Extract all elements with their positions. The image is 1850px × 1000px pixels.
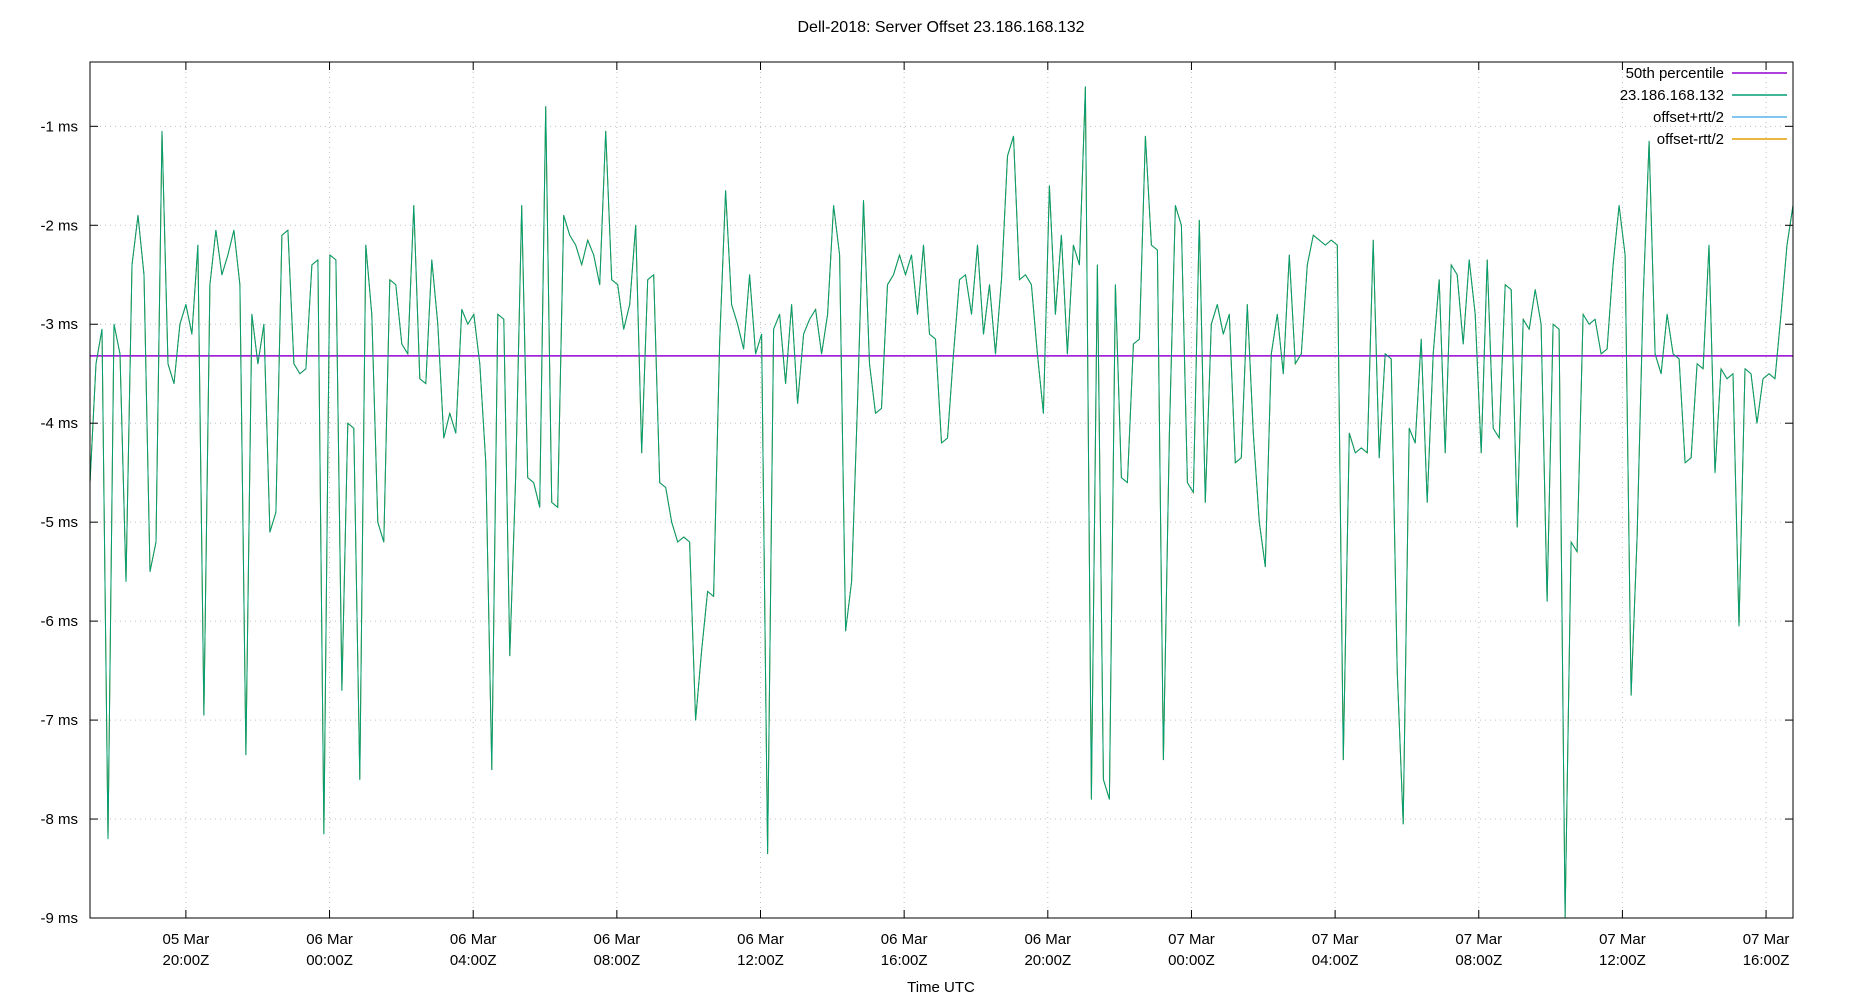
x-tick-label-time: 12:00Z: [1599, 952, 1646, 969]
x-tick-label-date: 06 Mar: [594, 931, 641, 948]
x-tick-label-date: 06 Mar: [737, 931, 784, 948]
y-tick-label: -9 ms: [41, 910, 79, 927]
x-tick-label-date: 07 Mar: [1599, 931, 1646, 948]
legend-item: 50th percentile: [1626, 65, 1787, 82]
offset-minus-rtt-line: [89, 86, 1794, 919]
x-tick-label-date: 07 Mar: [1168, 931, 1215, 948]
x-axis-label: Time UTC: [907, 979, 975, 996]
plot-border: [89, 61, 1794, 919]
x-tick-label-time: 08:00Z: [1455, 952, 1502, 969]
x-tick-label-time: 08:00Z: [593, 952, 640, 969]
legend-item: offset+rtt/2: [1653, 109, 1787, 126]
x-tick-label-date: 06 Mar: [450, 931, 497, 948]
legend-label: offset+rtt/2: [1653, 109, 1724, 126]
x-tick-label-date: 07 Mar: [1455, 931, 1502, 948]
x-tick-label-date: 06 Mar: [1024, 931, 1071, 948]
x-tick-label-time: 20:00Z: [163, 952, 210, 969]
axis-layer: 05 Mar 20:00Z 06 Mar 00:00Z 06 Mar 04:00Z 06 M…: [41, 61, 1794, 969]
x-tick-label-time: 04:00Z: [1312, 952, 1359, 969]
legend: 50th percentile 23.186.168.132 offset+rtt/…: [1620, 65, 1787, 148]
legend-label: 50th percentile: [1626, 65, 1724, 82]
x-tick-label-time: 04:00Z: [450, 952, 497, 969]
offset-series-line: [89, 86, 1794, 919]
y-tick-label: -4 ms: [41, 415, 79, 432]
y-tick-label: -6 ms: [41, 613, 79, 630]
legend-label: offset-rtt/2: [1657, 131, 1724, 148]
x-tick-label-time: 20:00Z: [1024, 952, 1071, 969]
x-tick-label-date: 06 Mar: [306, 931, 353, 948]
x-tick-label-date: 05 Mar: [163, 931, 210, 948]
x-tick-label-time: 00:00Z: [1168, 952, 1215, 969]
x-tick-label-time: 12:00Z: [737, 952, 784, 969]
y-tick-label: -1 ms: [41, 118, 79, 135]
x-tick-label-time: 00:00Z: [306, 952, 353, 969]
series-layer: [89, 86, 1794, 919]
x-tick-label-date: 06 Mar: [881, 931, 928, 948]
x-tick-label-time: 16:00Z: [881, 952, 928, 969]
x-tick-label-date: 07 Mar: [1312, 931, 1359, 948]
offset-plus-rtt-line: [89, 86, 1794, 919]
y-tick-label: -5 ms: [41, 514, 79, 531]
legend-item: 23.186.168.132: [1620, 87, 1787, 104]
x-tick-label-date: 07 Mar: [1743, 931, 1790, 948]
x-tick-label-time: 16:00Z: [1743, 952, 1790, 969]
y-tick-label: -3 ms: [41, 316, 79, 333]
y-tick-label: -7 ms: [41, 712, 79, 729]
grid-layer: [90, 62, 1793, 919]
legend-label: 23.186.168.132: [1620, 87, 1724, 104]
y-tick-label: -2 ms: [41, 217, 79, 234]
legend-item: offset-rtt/2: [1657, 131, 1787, 148]
chart-title: Dell-2018: Server Offset 23.186.168.132: [798, 19, 1085, 36]
y-tick-label: -8 ms: [41, 811, 79, 828]
